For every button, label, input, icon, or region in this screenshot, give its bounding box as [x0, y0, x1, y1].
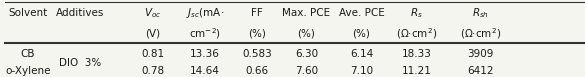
Text: 0.81: 0.81: [141, 49, 164, 59]
Text: (%): (%): [353, 29, 370, 39]
Text: 7.10: 7.10: [350, 66, 373, 76]
Text: (%): (%): [248, 29, 266, 39]
Text: Ave. PCE: Ave. PCE: [339, 8, 384, 18]
Text: 0.583: 0.583: [242, 49, 272, 59]
Text: o-Xylene: o-Xylene: [5, 66, 50, 76]
Text: $J_{sc}$(mA·: $J_{sc}$(mA·: [185, 6, 224, 20]
Text: Max. PCE: Max. PCE: [283, 8, 331, 18]
Text: 6.30: 6.30: [295, 49, 318, 59]
Text: 0.78: 0.78: [141, 66, 164, 76]
Text: 7.60: 7.60: [295, 66, 318, 76]
Text: 0.66: 0.66: [246, 66, 269, 76]
Text: 11.21: 11.21: [402, 66, 432, 76]
Text: cm$^{-2}$): cm$^{-2}$): [189, 26, 221, 41]
Text: Solvent: Solvent: [8, 8, 47, 18]
Text: 6.14: 6.14: [350, 49, 373, 59]
Text: CB: CB: [20, 49, 35, 59]
Text: (Ω·cm$^2$): (Ω·cm$^2$): [396, 26, 438, 41]
Text: 3909: 3909: [467, 49, 494, 59]
Text: DIO  3%: DIO 3%: [59, 58, 101, 68]
Text: $V_{oc}$: $V_{oc}$: [144, 7, 161, 20]
Text: (%): (%): [298, 29, 315, 39]
Text: 13.36: 13.36: [190, 49, 220, 59]
Text: (Ω·cm$^2$): (Ω·cm$^2$): [460, 26, 501, 41]
Text: (V): (V): [145, 29, 160, 39]
Text: 18.33: 18.33: [402, 49, 432, 59]
Text: $R_s$: $R_s$: [410, 7, 423, 20]
Text: FF: FF: [251, 8, 263, 18]
Text: 14.64: 14.64: [190, 66, 220, 76]
Text: $R_{sh}$: $R_{sh}$: [472, 7, 489, 20]
Text: Additives: Additives: [56, 8, 104, 18]
Text: 6412: 6412: [467, 66, 494, 76]
